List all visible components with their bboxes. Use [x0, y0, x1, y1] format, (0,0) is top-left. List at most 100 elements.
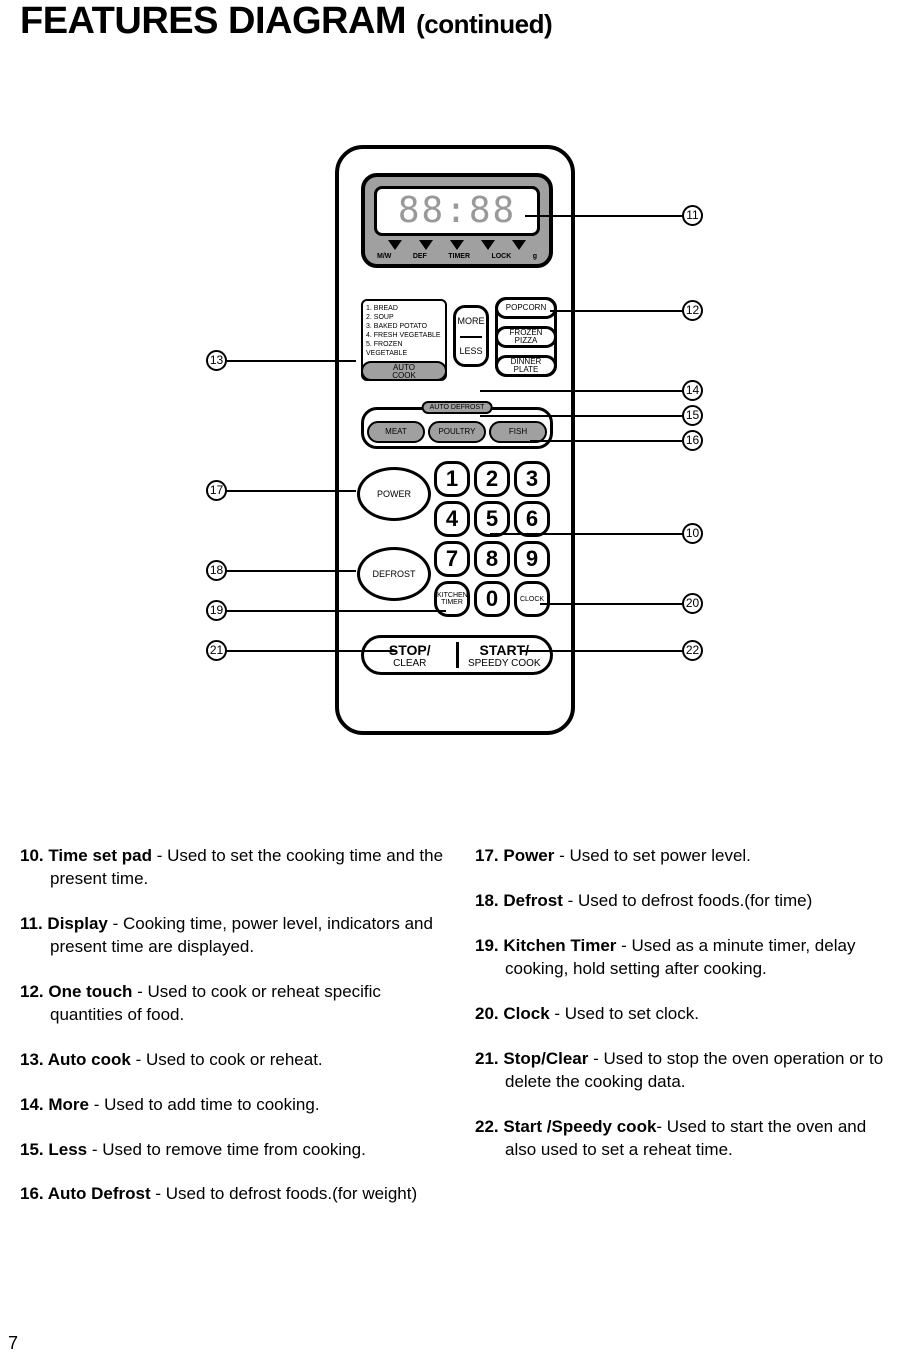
desc-item-title: 20. Clock — [475, 1004, 550, 1023]
desc-item: 11. Display - Cooking time, power level,… — [20, 913, 445, 959]
triangle-icon — [481, 240, 495, 250]
autocook-button[interactable]: AUTO COOK — [361, 361, 447, 381]
kt-label-2: TIMER — [437, 599, 467, 606]
leader-line — [550, 310, 685, 312]
desc-item: 20. Clock - Used to set clock. — [475, 1003, 900, 1026]
desc-item: 13. Auto cook - Used to cook or reheat. — [20, 1049, 445, 1072]
description-columns: 10. Time set pad - Used to set the cooki… — [20, 845, 900, 1228]
meat-button[interactable]: MEAT — [367, 421, 425, 443]
desc-item-text: - Used to set power level. — [554, 846, 751, 865]
disp-label: g — [533, 253, 537, 260]
keypad: 1 2 3 4 5 6 7 8 9 KITCHEN TIMER — [434, 461, 556, 621]
key-6[interactable]: 6 — [514, 501, 550, 537]
desc-item: 19. Kitchen Timer - Used as a minute tim… — [475, 935, 900, 981]
auto-defrost-buttons: MEAT POULTRY FISH — [367, 421, 547, 443]
power-button[interactable]: POWER — [357, 467, 431, 521]
title-continued: (continued) — [416, 9, 552, 39]
kt-label-1: KITCHEN — [437, 592, 467, 599]
desc-item-title: 14. More — [20, 1095, 89, 1114]
callout-c18: 18 — [206, 560, 227, 581]
poultry-button[interactable]: POULTRY — [428, 421, 486, 443]
disp-label: TIMER — [448, 253, 470, 260]
desc-item-title: 22. Start /Speedy cook — [475, 1117, 656, 1136]
autocook-item: 3. BAKED POTATO — [366, 322, 442, 331]
start-speedy-button[interactable]: START/ SPEEDY COOK — [459, 638, 551, 672]
desc-item-text: - Cooking time, power level, indicators … — [50, 914, 433, 956]
disp-label: DEF — [413, 253, 427, 260]
triangle-icon — [450, 240, 464, 250]
callout-c12: 12 — [682, 300, 703, 321]
key-7[interactable]: 7 — [434, 541, 470, 577]
callout-c22: 22 — [682, 640, 703, 661]
leader-line — [480, 390, 685, 392]
desc-item: 22. Start /Speedy cook- Used to start th… — [475, 1116, 900, 1162]
page-title: FEATURES DIAGRAM (continued) — [20, 0, 890, 43]
desc-item-title: 12. One touch — [20, 982, 132, 1001]
stop-start-bar: STOP/ CLEAR START/ SPEEDY COOK — [361, 635, 553, 675]
desc-item-title: 10. Time set pad — [20, 846, 152, 865]
clock-button[interactable]: CLOCK — [514, 581, 550, 617]
defrost-button[interactable]: DEFROST — [357, 547, 431, 601]
kitchen-timer-button[interactable]: KITCHEN TIMER — [434, 581, 470, 617]
desc-item: 16. Auto Defrost - Used to defrost foods… — [20, 1183, 445, 1206]
popcorn-button[interactable]: POPCORN — [495, 297, 557, 319]
frozen-pizza-button[interactable]: FROZEN PIZZA — [495, 326, 557, 348]
more-button[interactable]: MORE — [456, 316, 486, 326]
desc-item-text: - Used to defrost foods.(for weight) — [151, 1184, 417, 1203]
autocook-item: 5. FROZEN VEGETABLE — [366, 340, 442, 358]
leader-line — [226, 570, 356, 572]
callout-c13: 13 — [206, 350, 227, 371]
callout-c20: 20 — [682, 593, 703, 614]
desc-item: 10. Time set pad - Used to set the cooki… — [20, 845, 445, 891]
ot-label: POPCORN — [498, 304, 554, 312]
less-button[interactable]: LESS — [456, 346, 486, 356]
leader-line — [490, 533, 685, 535]
desc-item: 15. Less - Used to remove time from cook… — [20, 1139, 445, 1162]
left-column: 10. Time set pad - Used to set the cooki… — [20, 845, 445, 1228]
autocook-item: 1. BREAD — [366, 304, 442, 313]
indicator-row — [379, 240, 535, 250]
callout-c15: 15 — [682, 405, 703, 426]
key-1[interactable]: 1 — [434, 461, 470, 497]
key-4[interactable]: 4 — [434, 501, 470, 537]
callout-c19: 19 — [206, 600, 227, 621]
autocook-item: 2. SOUP — [366, 313, 442, 322]
title-main: FEATURES DIAGRAM — [20, 0, 406, 42]
leader-line — [226, 360, 356, 362]
auto-defrost-label: AUTO DEFROST — [422, 401, 493, 414]
desc-item-text: - Used to cook or reheat. — [131, 1050, 323, 1069]
stop-clear-button[interactable]: STOP/ CLEAR — [364, 638, 456, 672]
key-3[interactable]: 3 — [514, 461, 550, 497]
desc-item: 18. Defrost - Used to defrost foods.(for… — [475, 890, 900, 913]
auto-defrost-group: AUTO DEFROST MEAT POULTRY FISH — [361, 407, 553, 449]
desc-item-text: - Used to set clock. — [550, 1004, 699, 1023]
callout-c21: 21 — [206, 640, 227, 661]
leader-line — [520, 650, 685, 652]
key-0[interactable]: 0 — [474, 581, 510, 617]
page-number: 7 — [8, 1333, 18, 1354]
leader-line — [226, 650, 396, 652]
desc-item: 12. One touch - Used to cook or reheat s… — [20, 981, 445, 1027]
right-column: 17. Power - Used to set power level. 18. … — [475, 845, 900, 1228]
desc-item: 17. Power - Used to set power level. — [475, 845, 900, 868]
key-8[interactable]: 8 — [474, 541, 510, 577]
desc-item-text: - Used to remove time from cooking. — [87, 1140, 366, 1159]
display-area: 88:88 M/W DEF TIMER LOCK g — [361, 173, 553, 268]
key-5[interactable]: 5 — [474, 501, 510, 537]
desc-item: 21. Stop/Clear - Used to stop the oven o… — [475, 1048, 900, 1094]
display-screen: 88:88 — [374, 186, 540, 236]
desc-item-title: 13. Auto cook — [20, 1050, 131, 1069]
key-2[interactable]: 2 — [474, 461, 510, 497]
callout-c10: 10 — [682, 523, 703, 544]
divider — [460, 336, 482, 338]
callout-c17: 17 — [206, 480, 227, 501]
triangle-icon — [388, 240, 402, 250]
leader-line — [226, 490, 356, 492]
leader-line — [530, 440, 685, 442]
key-9[interactable]: 9 — [514, 541, 550, 577]
desc-item-title: 21. Stop/Clear — [475, 1049, 588, 1068]
desc-item-title: 19. Kitchen Timer — [475, 936, 616, 955]
display-labels: M/W DEF TIMER LOCK g — [377, 253, 537, 260]
desc-item: 14. More - Used to add time to cooking. — [20, 1094, 445, 1117]
dinner-plate-button[interactable]: DINNER PLATE — [495, 355, 557, 377]
